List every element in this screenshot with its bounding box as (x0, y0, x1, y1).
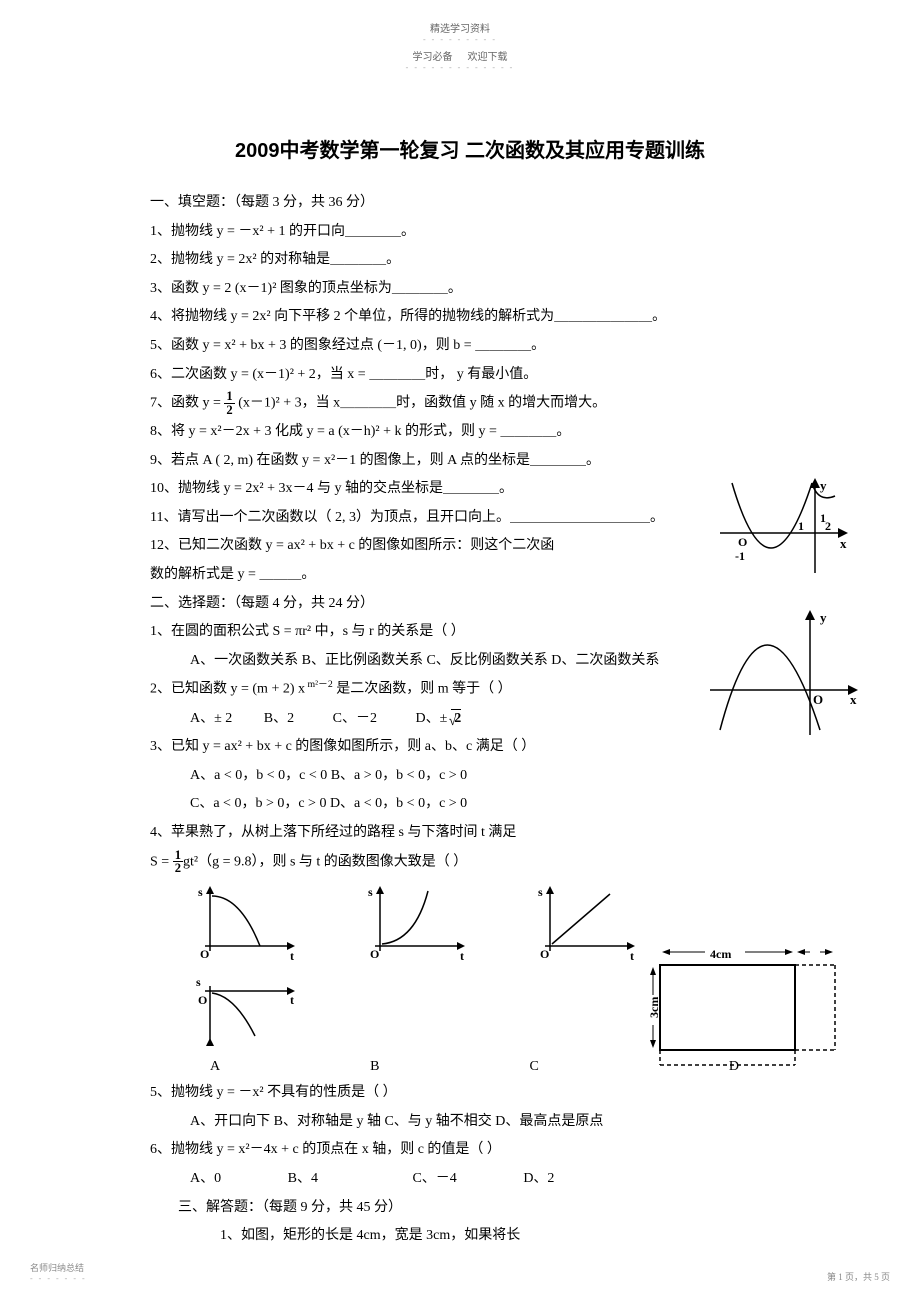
q2-1: 1、在圆的面积公式 S = πr² 中，s 与 r 的关系是（ ） (150, 619, 790, 646)
q1-4: 4、将抛物线 y = 2x² 向下平移 2 个单位，所得的抛物线的解析式为＿＿＿… (150, 304, 790, 331)
q2-2: 2、已知函数 y = (m + 2) x m²－2 是二次函数，则 m 等于（ … (150, 676, 790, 703)
figure-rectangle: 4cm 3cm (650, 940, 850, 1075)
frac-half-2: 12 (173, 849, 183, 875)
q2-4: 4、苹果熟了，从树上落下所经过的路程 s 与下落时间 t 满足 (150, 820, 790, 847)
figure-q12: O x y 1 1 2 -1 (720, 478, 850, 583)
svg-text:O: O (813, 692, 823, 707)
section1-heading: 一、填空题：（每题 3 分，共 36 分） (150, 190, 790, 217)
q2-5c: A、开口向下 B、对称轴是 y 轴 C、与 y 轴不相交 D、最高点是原点 (150, 1109, 790, 1136)
parabola-q23-icon: O x y (710, 610, 860, 740)
svg-text:O: O (370, 947, 379, 961)
figure-q2-3: O x y (710, 610, 860, 745)
svg-text:y: y (820, 478, 827, 493)
label-a: A (210, 1054, 220, 1081)
q2-2-cb: B、2 (264, 711, 294, 726)
q2-4b-a: S = (150, 854, 173, 869)
q2-2-ca: A、± 2 (190, 711, 232, 726)
graph-c-icon: s O t (530, 886, 640, 966)
svg-text:4cm: 4cm (710, 947, 731, 961)
page-title: 2009中考数学第一轮复习 二次函数及其应用专题训练 (150, 132, 790, 170)
q2-3-c2: C、a < 0，b > 0，c > 0 D、a < 0，b < 0，c > 0 (150, 791, 790, 818)
q2-3-c1: A、a < 0，b < 0，c < 0 B、a > 0，b < 0，c > 0 (150, 763, 790, 790)
q2-6-cb: B、4 (288, 1171, 318, 1186)
svg-text:t: t (290, 993, 294, 1007)
q2-5: 5、抛物线 y = －x² 不具有的性质是（ ） (150, 1080, 790, 1107)
q1-7-a: 7、函数 y = (150, 395, 224, 410)
q1-3: 3、函数 y = 2 (x－1)² 图象的顶点坐标为＿＿＿＿。 (150, 276, 790, 303)
q1-9: 9、若点 A ( 2, m) 在函数 y = x²－1 的图像上，则 A 点的坐… (150, 448, 790, 475)
q1-12b: 数的解析式是 y = ＿＿＿。 (150, 562, 790, 589)
q2-2-cc: C、－2 (333, 711, 377, 726)
svg-text:t: t (630, 949, 634, 963)
header-top-text: 精选学习资料 (430, 24, 490, 35)
q1-6: 6、二次函数 y = (x－1)² + 2，当 x = ＿＿＿＿时， y 有最小… (150, 362, 790, 389)
chart-c: s O t (530, 886, 640, 966)
q1-8: 8、将 y = x²－2x + 3 化成 y = a (x－h)² + k 的形… (150, 419, 790, 446)
graph-b-icon: s O t (360, 886, 470, 966)
svg-text:-1: -1 (735, 549, 745, 563)
graph-a-icon: s O t (190, 886, 300, 966)
svg-text:y: y (820, 610, 827, 625)
svg-text:O: O (200, 947, 209, 961)
label-c: C (529, 1054, 538, 1081)
q2-6: 6、抛物线 y = x²－4x + c 的顶点在 x 轴，则 c 的值是（ ） (150, 1137, 790, 1164)
svg-text:x: x (840, 536, 847, 551)
page-header-sub: 学习必备 欢迎下载 (0, 48, 920, 63)
graph-d-icon: s O t (190, 976, 300, 1046)
section3-heading: 三、解答题：（每题 9 分，共 45 分） (150, 1195, 790, 1222)
q1-1: 1、抛物线 y = －x² + 1 的开口向＿＿＿＿。 (150, 219, 790, 246)
q2-1-choices: A、一次函数关系 B、正比例函数关系 C、反比例函数关系 D、二次函数关系 (150, 648, 790, 675)
q1-11: 11、请写出一个二次函数以（ 2, 3）为顶点，且开口向上。＿＿＿＿＿＿＿＿＿＿… (150, 505, 790, 532)
svg-text:x: x (850, 692, 857, 707)
svg-text:s: s (368, 886, 373, 899)
svg-text:s: s (196, 976, 201, 989)
q1-2: 2、抛物线 y = 2x² 的对称轴是＿＿＿＿。 (150, 247, 790, 274)
q1-7: 7、函数 y = 12 (x－1)² + 3，当 x＿＿＿＿时，函数值 y 随 … (150, 390, 790, 417)
chart-b: s O t (360, 886, 470, 966)
rectangle-icon: 4cm 3cm (650, 940, 850, 1070)
q1-5: 5、函数 y = x² + bx + 3 的图象经过点 (－1, 0)，则 b … (150, 333, 790, 360)
frac-half-1: 12 (224, 390, 234, 416)
svg-text:t: t (460, 949, 464, 963)
section2-heading: 二、选择题：（每题 4 分，共 24 分） (150, 591, 790, 618)
chart-a: s O t (190, 886, 300, 966)
svg-text:O: O (540, 947, 549, 961)
header-mid2: 欢迎下载 (468, 52, 508, 63)
svg-text:O: O (198, 993, 207, 1007)
q3-1: 1、如图，矩形的长是 4cm，宽是 3cm，如果将长 (150, 1223, 790, 1250)
dotted-1: - - - - - - - - - (0, 35, 920, 44)
dotted-2: - - - - - - - - - - - - - (0, 63, 920, 72)
footer-left: 名师归纳总结 - - - - - - - (30, 1261, 87, 1283)
svg-text:O: O (738, 535, 747, 549)
q1-12a: 12、已知二次函数 y = ax² + bx + c 的图像如图所示：则这个二次… (150, 533, 790, 560)
svg-text:s: s (198, 886, 203, 899)
page-header-top: 精选学习资料 (0, 0, 920, 35)
q2-4b-b: gt²（g = 9.8），则 s 与 t 的函数图像大致是（ ） (183, 854, 467, 869)
parabola-q12-icon: O x y 1 1 2 -1 (720, 478, 850, 578)
q2-6-ca: A、0 (190, 1171, 221, 1186)
q2-4b: S = 12gt²（g = 9.8），则 s 与 t 的函数图像大致是（ ） (150, 849, 790, 876)
q2-6-choices: A、0 B、4 C、－4 D、2 (150, 1166, 790, 1193)
footer-right: 第 1 页，共 5 页 (827, 1270, 890, 1283)
q2-2-choices: A、± 2 B、2 C、－2 D、± √ 2 (150, 706, 790, 733)
header-mid: 学习必备 (413, 52, 453, 63)
svg-text:1: 1 (798, 519, 804, 533)
q2-2a: 2、已知函数 y = (m + 2) (150, 682, 298, 697)
footer-left-text: 名师归纳总结 (30, 1263, 84, 1273)
q2-6-cd: D、2 (523, 1171, 554, 1186)
q2-2b: 是二次函数，则 m 等于（ ） (333, 682, 512, 697)
svg-text:t: t (290, 949, 294, 963)
svg-text:3cm: 3cm (650, 997, 661, 1018)
svg-text:s: s (538, 886, 543, 899)
q2-2-cd: D、± (415, 711, 450, 726)
q2-6-cc: C、－4 (412, 1171, 456, 1186)
q1-10: 10、抛物线 y = 2x² + 3x－4 与 y 轴的交点坐标是＿＿＿＿。 (150, 476, 790, 503)
svg-text:2: 2 (825, 519, 831, 533)
label-b: B (370, 1054, 379, 1081)
q2-3: 3、已知 y = ax² + bx + c 的图像如图所示，则 a、b、c 满足… (150, 734, 790, 761)
q1-7-b: (x－1)² + 3，当 x＿＿＿＿时，函数值 y 随 x 的增大而增大。 (235, 395, 606, 410)
